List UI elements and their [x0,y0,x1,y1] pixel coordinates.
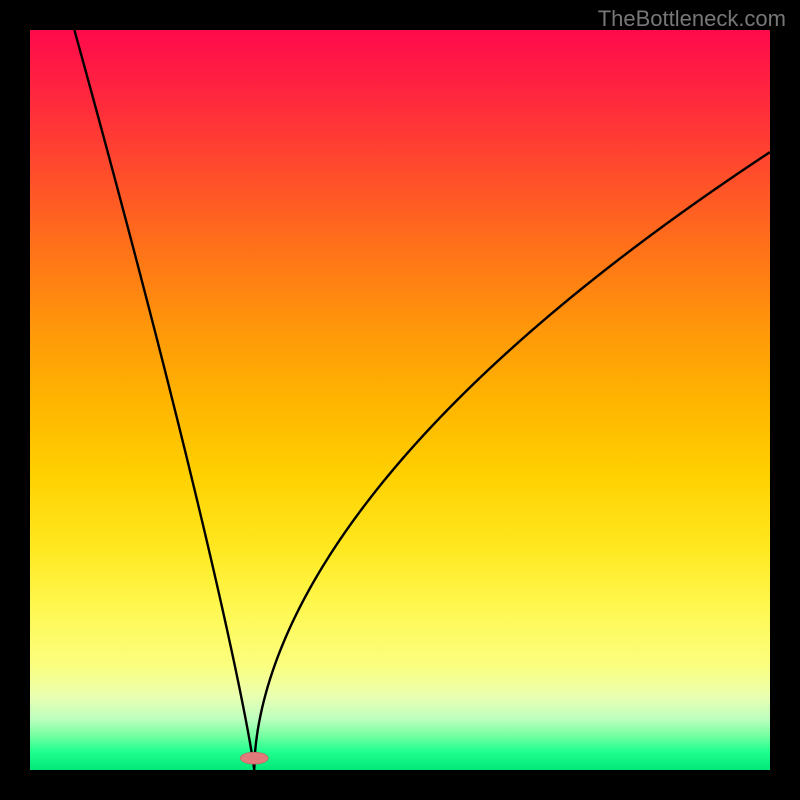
optimal-point-marker [240,752,268,764]
chart-container: TheBottleneck.com [0,0,800,800]
chart-svg [30,30,770,770]
chart-background [30,30,770,770]
chart-plot-area [30,30,770,770]
watermark-text: TheBottleneck.com [598,6,786,32]
